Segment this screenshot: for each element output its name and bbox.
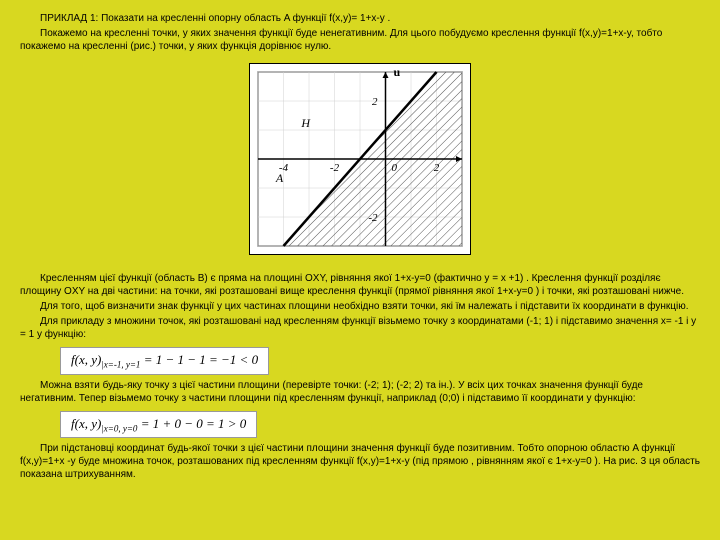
formula-1: f(x, y)|x=-1, y=1 = 1 − 1 − 1 = −1 < 0 [60, 347, 269, 375]
para-6: Можна взяти будь-яку точку з цієї частин… [20, 379, 700, 405]
formula-2-rhs: = 1 + 0 − 0 = 1 > 0 [141, 416, 247, 431]
para-3: Кресленням цієї функції (область B) є пр… [20, 272, 700, 298]
para-1: ПРИКЛАД 1: Показати на кресленні опорну … [20, 12, 700, 25]
svg-text:-2: -2 [330, 162, 340, 174]
function-plot: -4-22-220uHA [249, 63, 471, 255]
svg-text:A: A [275, 171, 284, 185]
formula-2-sub: |x=0, y=0 [101, 423, 137, 433]
svg-text:0: 0 [392, 162, 398, 174]
formula-1-sub: |x=-1, y=1 [101, 360, 140, 370]
svg-text:H: H [300, 116, 311, 130]
formula-2: f(x, y)|x=0, y=0 = 1 + 0 − 0 = 1 > 0 [60, 411, 257, 439]
formula-1-lhs: f(x, y) [71, 352, 101, 367]
svg-text:-2: -2 [368, 212, 378, 224]
svg-text:2: 2 [372, 96, 378, 108]
svg-text:2: 2 [434, 162, 440, 174]
para-2: Покажемо на кресленні точки, у яких знач… [20, 27, 700, 53]
formula-1-rhs: = 1 − 1 − 1 = −1 < 0 [144, 352, 258, 367]
para-5: Для прикладу з множини точок, які розташ… [20, 315, 700, 341]
para-4: Для того, щоб визначити знак функції у ц… [20, 300, 700, 313]
formula-2-lhs: f(x, y) [71, 416, 101, 431]
svg-text:u: u [394, 65, 401, 79]
chart-container: -4-22-220uHA [20, 63, 700, 258]
para-7: При підстановці координат будь-якої точк… [20, 442, 700, 481]
